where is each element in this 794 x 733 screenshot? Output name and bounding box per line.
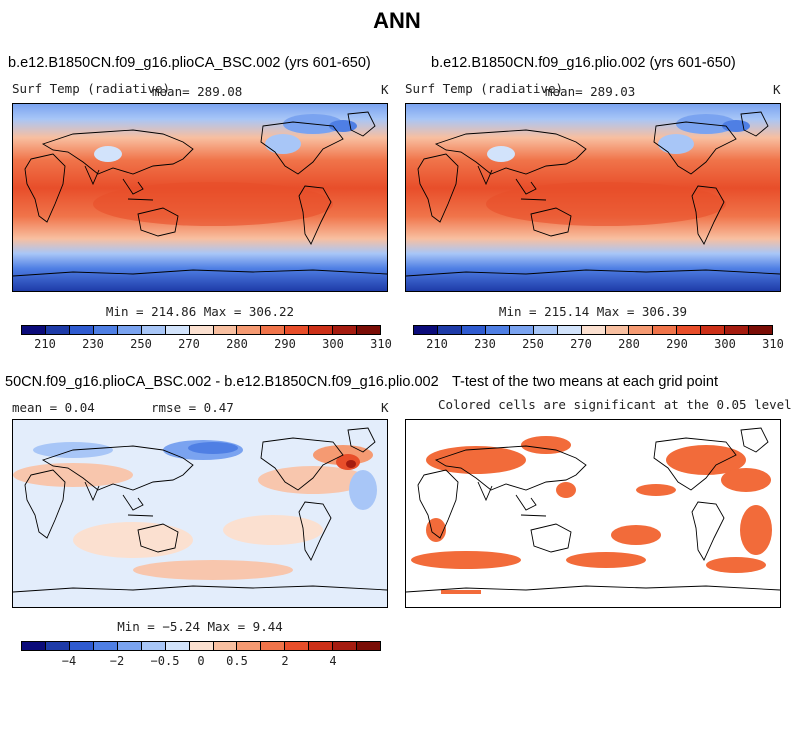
colorbar-tick-label: 310 — [370, 337, 392, 351]
colorbar-tick-label: −4 — [61, 654, 77, 668]
colorbar-swatch — [357, 642, 381, 650]
colorbar-swatch — [69, 326, 94, 334]
panel1-temperature-map — [12, 103, 388, 292]
colorbar-swatch — [189, 326, 214, 334]
panel2-colorbar — [413, 325, 773, 335]
colorbar-swatch — [22, 642, 46, 650]
panel1-variable-label: Surf Temp (radiative) — [12, 81, 171, 96]
colorbar-tick-label: 210 — [426, 337, 448, 351]
colorbar-swatch — [261, 642, 286, 650]
colorbar-swatch — [309, 326, 334, 334]
colorbar-tick-label: 280 — [226, 337, 248, 351]
colorbar-swatch — [677, 326, 702, 334]
colorbar-swatch — [141, 642, 166, 650]
panel1-colorbar-ticks: 210 230 250 270 280 290 300 310 — [21, 335, 392, 351]
panel1-colorbar — [21, 325, 381, 335]
colorbar-swatch — [117, 326, 142, 334]
figure-title: ANN — [373, 8, 421, 33]
colorbar-tick-label: 0 — [197, 654, 205, 668]
colorbar-swatch — [509, 326, 534, 334]
colorbar-tick-label: 300 — [714, 337, 736, 351]
panel3-colorbar-ticks: −4 −2 −0.5 0 0.5 2 4 — [21, 652, 381, 668]
colorbar-swatch — [285, 642, 310, 650]
colorbar-swatch — [485, 326, 510, 334]
panel3-units: K — [381, 400, 389, 415]
colorbar-swatch — [93, 326, 118, 334]
panel1-mean: mean= 289.08 — [152, 84, 243, 99]
colorbar-tick-label: 300 — [322, 337, 344, 351]
colorbar-swatch — [309, 642, 334, 650]
colorbar-tick-label: 0.5 — [226, 654, 248, 668]
panel2-colorbar-ticks: 210 230 250 270 280 290 300 310 — [413, 335, 784, 351]
colorbar-tick-label: −2 — [109, 654, 125, 668]
panel1-title: b.e12.B1850CN.f09_g16.plioCA_BSC.002 (yr… — [8, 55, 371, 71]
colorbar-swatch — [93, 642, 118, 650]
colorbar-tick-label: 250 — [130, 337, 152, 351]
colorbar-swatch — [333, 326, 358, 334]
colorbar-swatch — [117, 642, 142, 650]
panel2-minmax: Min = 215.14 Max = 306.39 — [498, 304, 688, 319]
colorbar-swatch — [165, 642, 190, 650]
colorbar-swatch — [213, 326, 238, 334]
colorbar-swatch — [725, 326, 750, 334]
panel1-units: K — [381, 82, 389, 97]
panel2-title: b.e12.B1850CN.f09_g16.plio.002 (yrs 601-… — [431, 55, 736, 71]
colorbar-swatch — [69, 642, 94, 650]
colorbar-tick-label: 230 — [82, 337, 104, 351]
colorbar-swatch — [189, 642, 214, 650]
colorbar-swatch — [414, 326, 438, 334]
panel4-title: T-test of the two means at each grid poi… — [452, 374, 718, 390]
colorbar-tick-label: −0.5 — [150, 654, 180, 668]
colorbar-swatch — [237, 326, 262, 334]
colorbar-swatch — [701, 326, 726, 334]
colorbar-tick-label: 290 — [274, 337, 296, 351]
colorbar-swatch — [629, 326, 654, 334]
colorbar-swatch — [22, 326, 46, 334]
colorbar-swatch — [237, 642, 262, 650]
panel4-significance-map — [405, 419, 781, 608]
colorbar-swatch — [749, 326, 773, 334]
colorbar-tick-label: 4 — [329, 654, 337, 668]
colorbar-tick-label: 2 — [281, 654, 289, 668]
colorbar-swatch — [357, 326, 381, 334]
colorbar-tick-label: 250 — [522, 337, 544, 351]
colorbar-swatch — [261, 326, 286, 334]
panel3-difference-map — [12, 419, 388, 608]
panel2-units: K — [773, 82, 781, 97]
colorbar-tick-label: 270 — [178, 337, 200, 351]
colorbar-tick-label: 280 — [618, 337, 640, 351]
panel2-mean: mean= 289.03 — [545, 84, 636, 99]
colorbar-swatch — [141, 326, 166, 334]
panel1-minmax: Min = 214.86 Max = 306.22 — [105, 304, 295, 319]
colorbar-swatch — [213, 642, 238, 650]
colorbar-swatch — [605, 326, 630, 334]
colorbar-swatch — [461, 326, 486, 334]
panel3-mean: mean = 0.04 — [12, 400, 95, 415]
panel4-subtitle: Colored cells are significant at the 0.0… — [438, 397, 792, 412]
colorbar-swatch — [437, 326, 462, 334]
panel3-minmax: Min = −5.24 Max = 9.44 — [117, 619, 283, 634]
panel3-title: 50CN.f09_g16.plioCA_BSC.002 - b.e12.B185… — [5, 374, 439, 390]
colorbar-swatch — [285, 326, 310, 334]
colorbar-tick-label: 230 — [474, 337, 496, 351]
colorbar-swatch — [45, 642, 70, 650]
colorbar-tick-label: 290 — [666, 337, 688, 351]
colorbar-swatch — [557, 326, 582, 334]
colorbar-swatch — [581, 326, 606, 334]
panel3-rmse: rmse = 0.47 — [151, 400, 234, 415]
colorbar-swatch — [45, 326, 70, 334]
colorbar-tick-label: 270 — [570, 337, 592, 351]
colorbar-swatch — [333, 642, 358, 650]
panel2-temperature-map — [405, 103, 781, 292]
panel2-variable-label: Surf Temp (radiative) — [405, 81, 564, 96]
colorbar-swatch — [165, 326, 190, 334]
colorbar-tick-label: 210 — [34, 337, 56, 351]
colorbar-tick-label: 310 — [762, 337, 784, 351]
colorbar-swatch — [653, 326, 678, 334]
panel3-colorbar — [21, 641, 381, 651]
colorbar-swatch — [533, 326, 558, 334]
